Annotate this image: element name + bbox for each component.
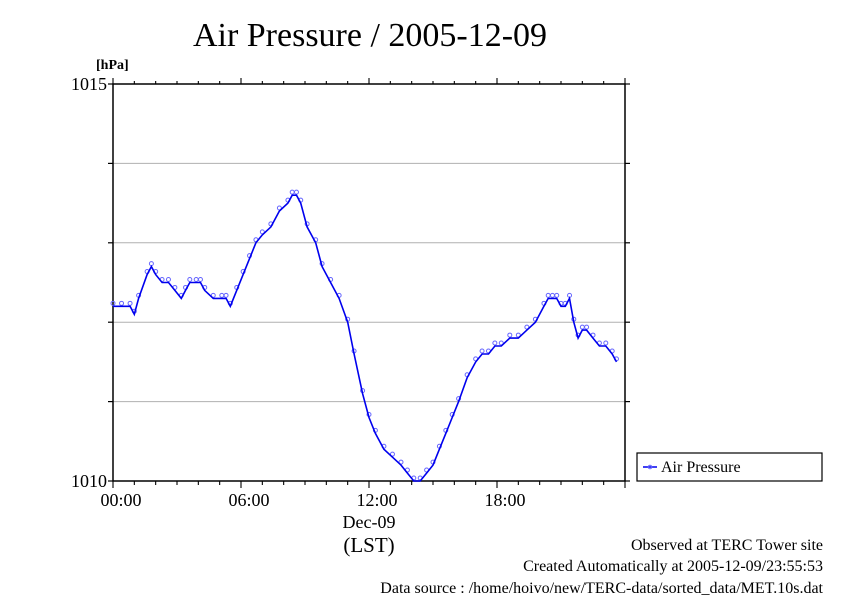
data-point [603,340,609,346]
series-markers [110,189,619,481]
x-axis-ticks: 00:00 06:00 12:00 18:00 [100,78,626,510]
legend-label: Air Pressure [661,459,741,476]
y-tick-label: 1015 [71,74,107,94]
x-tick-label: 00:00 [100,490,141,510]
data-point [165,277,171,282]
data-point [554,292,560,298]
data-point [187,277,193,282]
data-point [507,332,513,338]
data-point [110,300,116,306]
data-point [584,324,590,330]
legend-swatch-marker [647,464,653,470]
data-point [579,324,585,330]
data-point [549,292,555,298]
data-point [293,189,299,195]
data-point [479,348,485,354]
data-point [492,340,498,346]
legend-box [636,452,823,482]
y-axis-unit-label: [hPa] [96,58,129,73]
data-point [127,300,133,306]
data-point [545,292,551,298]
x-axis-title: (LST) [343,533,394,557]
series-line-air-pressure [113,194,618,482]
data-point [197,277,203,282]
x-tick-label: 06:00 [228,490,269,510]
y-tick-label: 1010 [71,471,107,491]
x-tick-label: 12:00 [356,490,397,510]
data-point [219,292,225,298]
footer-observed-site: Observed at TERC Tower site [631,537,823,554]
legend: Air Pressure [636,452,823,482]
y-axis-ticks: 1010 1015 [71,74,630,491]
chart-title: Air Pressure / 2005-12-09 [193,17,547,54]
gridlines [113,162,625,403]
data-point [289,189,295,195]
data-point [193,277,199,282]
x-axis-date-label: Dec-09 [343,512,396,532]
data-point [119,300,125,306]
footer-created-at: Created Automatically at 2005-12-09/23:5… [523,558,823,575]
x-tick-label: 18:00 [484,490,525,510]
data-point [223,292,229,298]
footer-data-source: Data source : /home/hoivo/new/TERC-data/… [380,580,823,595]
